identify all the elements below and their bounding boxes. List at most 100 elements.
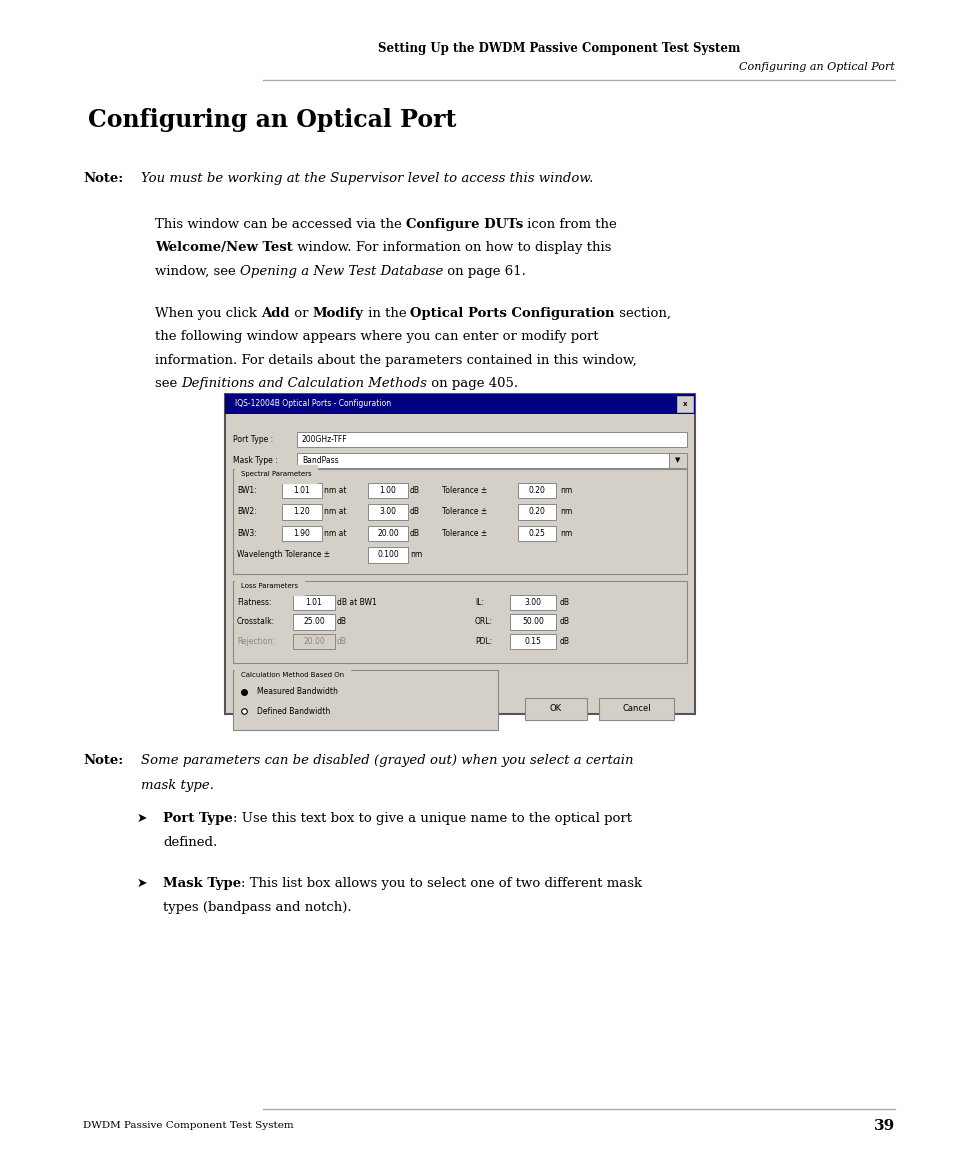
Text: nm: nm [559, 486, 572, 495]
Text: Rejection:: Rejection: [236, 637, 274, 646]
Text: OK: OK [549, 704, 561, 713]
FancyBboxPatch shape [293, 595, 335, 611]
Text: 0.15: 0.15 [524, 637, 541, 646]
Text: dB: dB [410, 486, 419, 495]
Text: : This list box allows you to select one of two different mask: : This list box allows you to select one… [241, 877, 641, 890]
Text: in the: in the [363, 307, 410, 320]
Text: nm: nm [410, 551, 422, 560]
FancyBboxPatch shape [598, 698, 673, 720]
FancyBboxPatch shape [293, 634, 335, 649]
FancyBboxPatch shape [510, 595, 556, 611]
FancyBboxPatch shape [282, 504, 322, 519]
Text: Setting Up the DWDM Passive Component Test System: Setting Up the DWDM Passive Component Te… [377, 42, 740, 54]
Text: 0.100: 0.100 [376, 551, 398, 560]
FancyBboxPatch shape [668, 453, 686, 468]
Text: the following window appears where you can enter or modify port: the following window appears where you c… [154, 330, 598, 343]
Text: Calculation Method Based On: Calculation Method Based On [241, 672, 344, 678]
Text: DWDM Passive Component Test System: DWDM Passive Component Test System [83, 1121, 294, 1130]
Text: ➤: ➤ [137, 812, 148, 825]
Text: Crosstalk:: Crosstalk: [236, 618, 274, 627]
Text: BandPass: BandPass [302, 455, 338, 465]
Text: ➤: ➤ [137, 877, 148, 890]
Text: Configuring an Optical Port: Configuring an Optical Port [739, 61, 894, 72]
FancyBboxPatch shape [677, 396, 692, 411]
Text: Welcome/New Test: Welcome/New Test [154, 241, 293, 255]
Text: Definitions and Calculation Methods: Definitions and Calculation Methods [181, 378, 427, 391]
Text: Note:: Note: [83, 755, 123, 767]
Text: nm: nm [559, 529, 572, 538]
Text: nm at: nm at [324, 529, 346, 538]
Text: Loss Parameters: Loss Parameters [241, 583, 297, 589]
Text: Tolerance ±: Tolerance ± [441, 508, 487, 517]
Text: Some parameters can be disabled (grayed out) when you select a certain: Some parameters can be disabled (grayed … [141, 755, 633, 767]
Text: types (bandpass and notch).: types (bandpass and notch). [163, 902, 352, 914]
Text: Modify: Modify [313, 307, 363, 320]
Text: Spectral Parameters: Spectral Parameters [241, 471, 312, 478]
Text: on page 61.: on page 61. [443, 265, 526, 278]
FancyBboxPatch shape [293, 614, 335, 629]
Text: 50.00: 50.00 [521, 618, 543, 627]
Text: mask type.: mask type. [141, 779, 213, 792]
FancyBboxPatch shape [524, 698, 586, 720]
Text: window, see: window, see [154, 265, 240, 278]
Text: ORL:: ORL: [475, 618, 493, 627]
FancyBboxPatch shape [233, 581, 686, 663]
FancyBboxPatch shape [510, 614, 556, 629]
FancyBboxPatch shape [517, 526, 556, 541]
FancyBboxPatch shape [368, 547, 408, 563]
Text: Defined Bandwidth: Defined Bandwidth [256, 707, 330, 715]
Text: BW2:: BW2: [236, 508, 256, 517]
Text: 20.00: 20.00 [303, 637, 325, 646]
Text: dB: dB [410, 508, 419, 517]
Text: nm at: nm at [324, 508, 346, 517]
Text: Port Type: Port Type [163, 812, 233, 825]
Text: section,: section, [615, 307, 670, 320]
Text: Port Type :: Port Type : [233, 435, 273, 444]
Text: 1.20: 1.20 [294, 508, 310, 517]
Text: Opening a New Test Database: Opening a New Test Database [240, 265, 443, 278]
Text: dB: dB [410, 529, 419, 538]
Text: nm: nm [559, 508, 572, 517]
FancyBboxPatch shape [296, 432, 686, 447]
Text: icon from the: icon from the [522, 218, 617, 231]
FancyBboxPatch shape [233, 670, 497, 729]
Text: dB: dB [336, 637, 347, 646]
FancyBboxPatch shape [510, 634, 556, 649]
Text: Add: Add [261, 307, 290, 320]
Text: Optical Ports Configuration: Optical Ports Configuration [410, 307, 615, 320]
Text: 39: 39 [873, 1118, 894, 1134]
Text: 3.00: 3.00 [524, 598, 541, 607]
Text: dB: dB [559, 637, 569, 646]
Text: window. For information on how to display this: window. For information on how to displa… [293, 241, 611, 255]
FancyBboxPatch shape [517, 483, 556, 498]
FancyBboxPatch shape [225, 394, 695, 414]
Text: You must be working at the Supervisor level to access this window.: You must be working at the Supervisor le… [141, 172, 593, 185]
Text: Note:: Note: [83, 172, 123, 185]
Text: Configure DUTs: Configure DUTs [406, 218, 522, 231]
Text: dB at BW1: dB at BW1 [336, 598, 376, 607]
Text: 1.01: 1.01 [305, 598, 322, 607]
Text: : Use this text box to give a unique name to the optical port: : Use this text box to give a unique nam… [233, 812, 631, 825]
Text: 200GHz-TFF: 200GHz-TFF [302, 435, 347, 444]
FancyBboxPatch shape [225, 394, 695, 714]
Text: BW3:: BW3: [236, 529, 256, 538]
Text: information. For details about the parameters contained in this window,: information. For details about the param… [154, 353, 636, 367]
FancyBboxPatch shape [296, 453, 668, 468]
Text: defined.: defined. [163, 837, 217, 850]
Text: This window can be accessed via the: This window can be accessed via the [154, 218, 406, 231]
Text: 0.25: 0.25 [528, 529, 545, 538]
Text: Wavelength Tolerance ±: Wavelength Tolerance ± [236, 551, 330, 560]
Text: Mask Type :: Mask Type : [233, 455, 277, 465]
Text: 25.00: 25.00 [303, 618, 325, 627]
Text: 0.20: 0.20 [528, 508, 545, 517]
Text: BW1:: BW1: [236, 486, 256, 495]
FancyBboxPatch shape [368, 504, 408, 519]
Text: PDL:: PDL: [475, 637, 492, 646]
Text: dB: dB [559, 598, 569, 607]
Text: on page 405.: on page 405. [427, 378, 518, 391]
Text: see: see [154, 378, 181, 391]
FancyBboxPatch shape [282, 526, 322, 541]
Text: 3.00: 3.00 [379, 508, 396, 517]
FancyBboxPatch shape [233, 468, 686, 574]
Text: 1.00: 1.00 [379, 486, 396, 495]
